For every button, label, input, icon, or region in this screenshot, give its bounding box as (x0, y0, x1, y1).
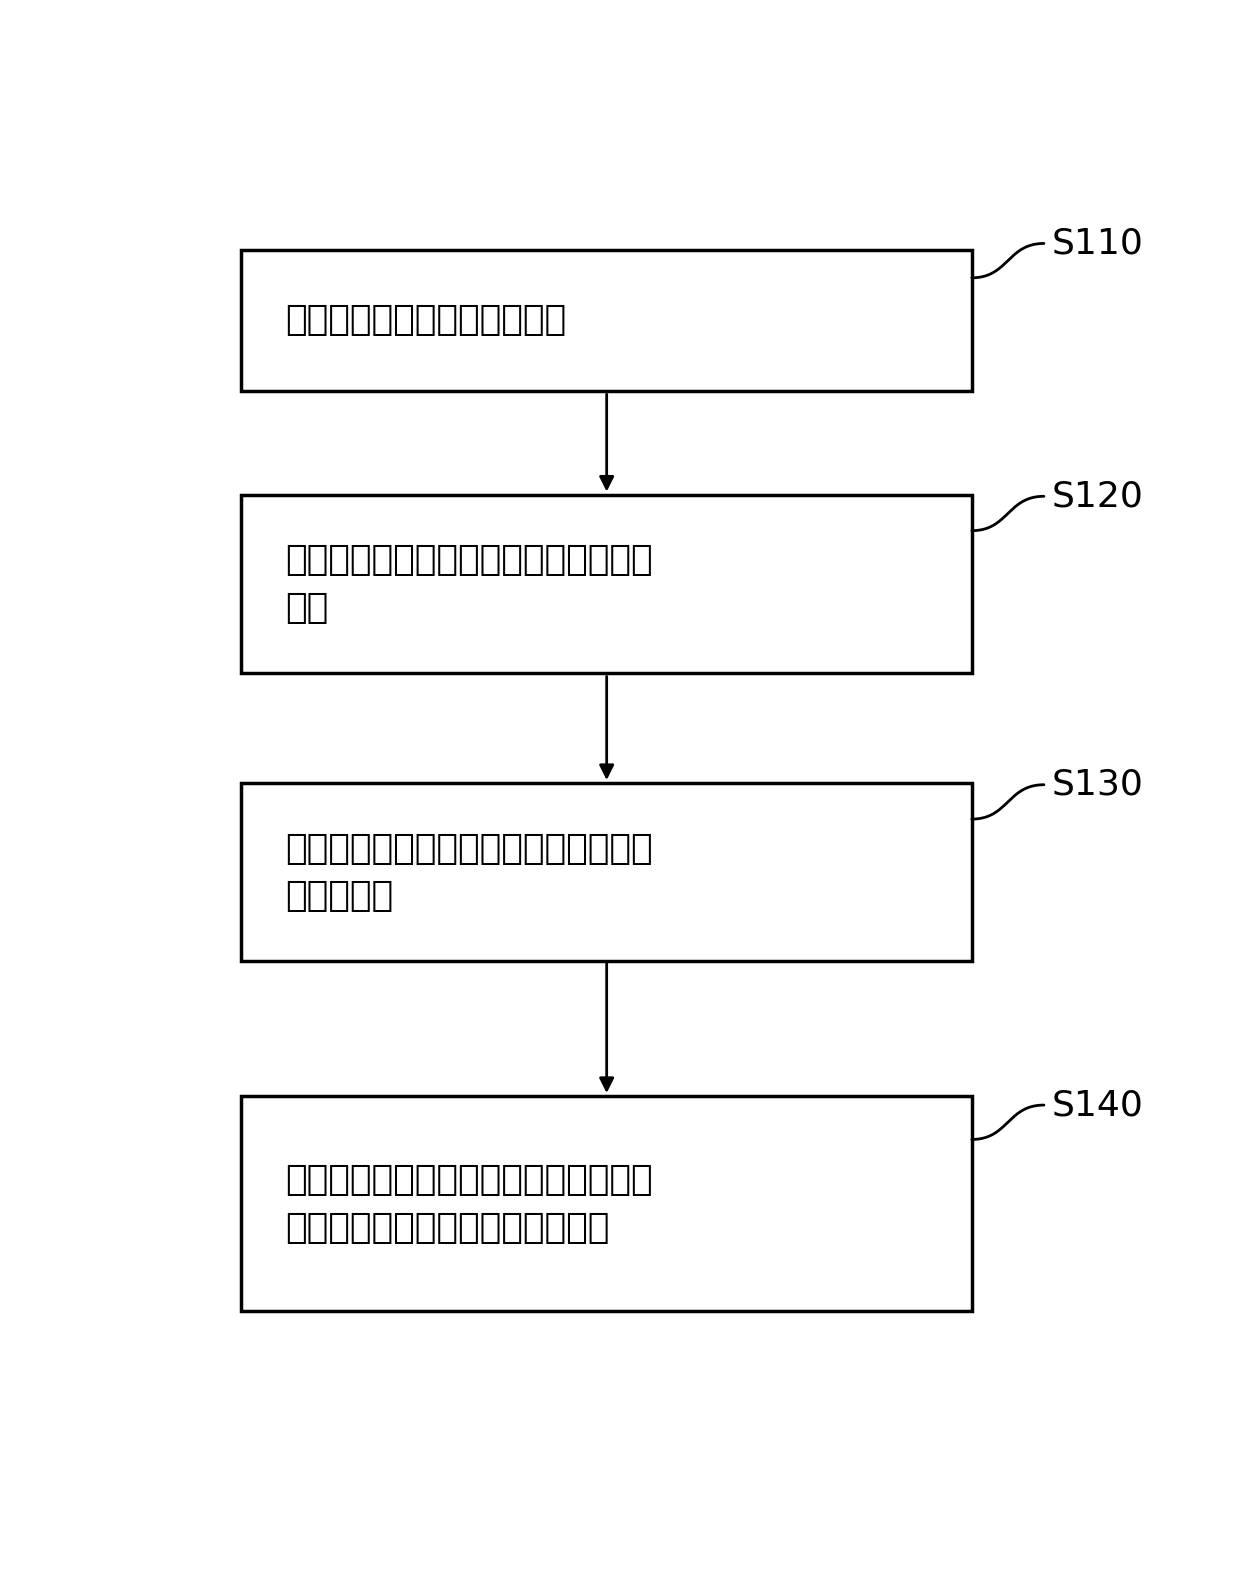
FancyBboxPatch shape (242, 496, 972, 673)
FancyBboxPatch shape (242, 250, 972, 391)
FancyBboxPatch shape (242, 1097, 972, 1312)
Text: 获取用户终端的位置变化信息: 获取用户终端的位置变化信息 (285, 303, 565, 338)
Text: S140: S140 (1052, 1089, 1143, 1122)
Text: 根据当前用户行为场景确定目标空调器
和目标参数: 根据当前用户行为场景确定目标空调器 和目标参数 (285, 832, 652, 913)
Text: 根据位置变化信息，确定当前用户行为
场景: 根据位置变化信息，确定当前用户行为 场景 (285, 544, 652, 625)
Text: S120: S120 (1052, 480, 1143, 513)
Text: S110: S110 (1052, 226, 1143, 260)
Text: 发送目标参数给目标空调器，以使目标
空调器根据目标参数调整工作状态: 发送目标参数给目标空调器，以使目标 空调器根据目标参数调整工作状态 (285, 1164, 652, 1245)
Text: S130: S130 (1052, 768, 1143, 802)
FancyBboxPatch shape (242, 784, 972, 961)
